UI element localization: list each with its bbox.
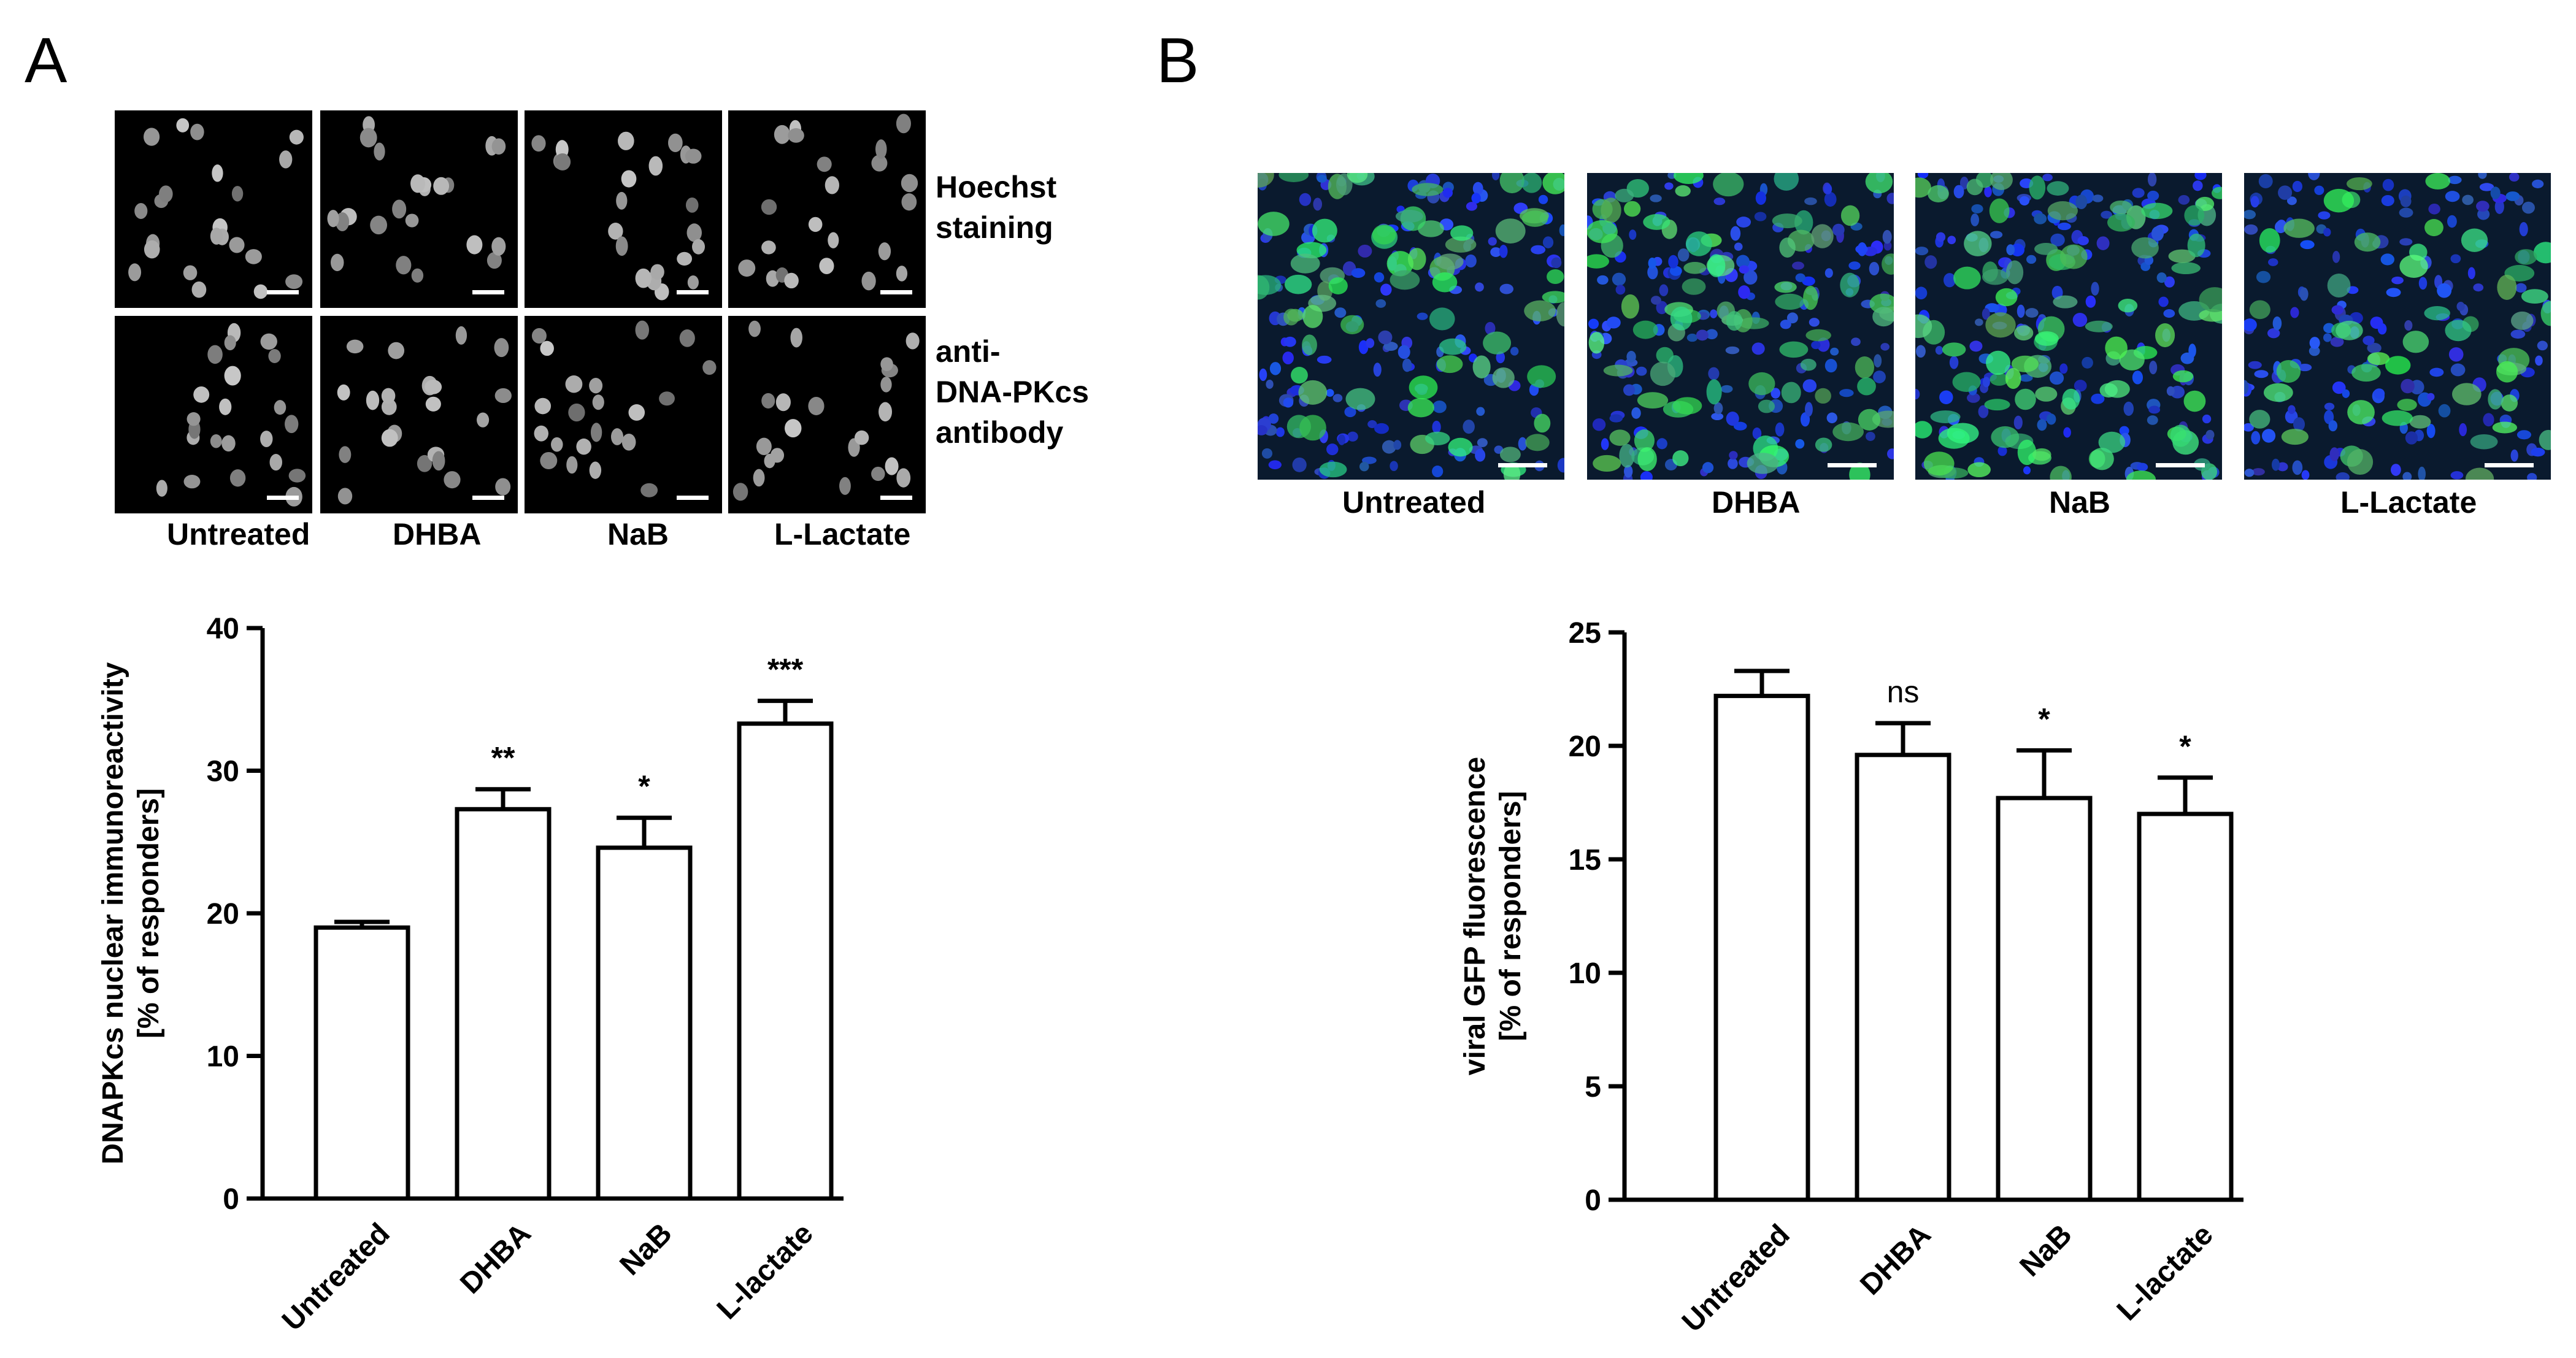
scale-bar (2485, 463, 2534, 467)
micrograph-b-c2 (1587, 173, 1894, 480)
col-label-b-llactate: L-Lactate (2340, 485, 2477, 520)
x-tick-label: DHBA (454, 1217, 537, 1300)
x-tick-label: L-lactate (711, 1217, 820, 1325)
scale-bar (2156, 463, 2205, 467)
micrograph-a-r1-c4 (728, 110, 926, 308)
scale-bar (472, 496, 504, 500)
micrograph-a-r2-c2 (320, 316, 518, 513)
scale-bar (880, 290, 912, 294)
y-tick-label: 40 (207, 613, 239, 645)
y-tick-label: 0 (223, 1183, 239, 1216)
scale-bar (880, 496, 912, 500)
y-tick-label: 20 (207, 898, 239, 930)
scale-bar (267, 290, 299, 294)
col-label-a-nab: NaB (607, 517, 669, 551)
significance-label: ** (491, 741, 515, 775)
x-tick-label: NaB (613, 1217, 678, 1281)
col-label-b-dhba: DHBA (1712, 485, 1801, 520)
significance-label: * (638, 769, 650, 804)
scale-bar (1498, 463, 1547, 467)
scale-bar (267, 496, 299, 500)
micrograph-b-c1 (1258, 173, 1564, 480)
significance-label: *** (767, 653, 804, 687)
bar-nab (596, 845, 693, 1201)
col-label-b-nab: NaB (2049, 485, 2111, 520)
micrograph-a-r2-c4 (728, 316, 926, 513)
micrograph-b-c4 (2244, 173, 2551, 480)
panel-letter-b: B (1156, 25, 1199, 96)
panel-letter-a: A (25, 25, 67, 96)
col-label-b-untreated: Untreated (1342, 485, 1486, 520)
y-tick-label: 10 (207, 1041, 239, 1073)
scale-bar (472, 290, 504, 294)
scale-bar (677, 496, 709, 500)
col-label-a-llactate: L-Lactate (774, 517, 911, 551)
x-tick-label: Untreated (276, 1217, 396, 1337)
col-label-a-dhba: DHBA (393, 517, 482, 551)
bar-untreated (313, 925, 410, 1201)
micrograph-a-r1-c3 (525, 110, 722, 308)
col-label-a-untreated: Untreated (167, 517, 310, 551)
micrograph-a-r2-c1 (115, 316, 312, 513)
bar-dhba (455, 807, 552, 1201)
micrograph-b-c3 (1915, 173, 2222, 480)
micrograph-a-r1-c1 (115, 110, 312, 308)
micrograph-a-r1-c2 (320, 110, 518, 308)
bar-llactate (737, 721, 834, 1201)
y-tick-label: 30 (207, 756, 239, 788)
scale-bar (677, 290, 709, 294)
y-axis-label: DNAPKcs nuclear immunoreactivity [% of re… (97, 662, 165, 1164)
row-label-antibody: anti- DNA-PKcs antibody (936, 334, 1090, 450)
scale-bar (1828, 463, 1877, 467)
micrograph-a-r2-c3 (525, 316, 722, 513)
row-label-hoechst: Hoechst staining (936, 170, 1057, 245)
